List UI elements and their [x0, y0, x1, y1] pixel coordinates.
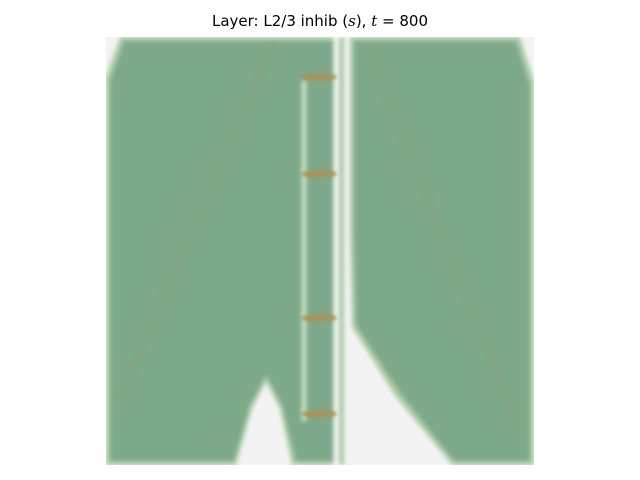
- title-var-s: s: [348, 12, 356, 30]
- activity-spot: [301, 170, 337, 178]
- activity-heatmap: [106, 37, 534, 465]
- activity-spot: [301, 73, 337, 81]
- plot-title: Layer: L2/3 inhib (s), t = 800: [0, 12, 640, 30]
- channel-edge-right: [334, 37, 339, 465]
- title-middle: ),: [355, 12, 372, 30]
- diagonal-band-right: [365, 46, 521, 428]
- title-var-t: t: [371, 12, 378, 30]
- title-suffix: = 800: [377, 12, 428, 30]
- title-prefix: Layer: L2/3 inhib (: [211, 12, 349, 30]
- activity-spot: [301, 410, 337, 418]
- diagonal-band-left: [113, 40, 277, 408]
- activity-spot: [301, 314, 337, 322]
- left-region: [110, 41, 340, 461]
- right-region: [354, 41, 530, 461]
- channel-edge-left: [302, 81, 306, 421]
